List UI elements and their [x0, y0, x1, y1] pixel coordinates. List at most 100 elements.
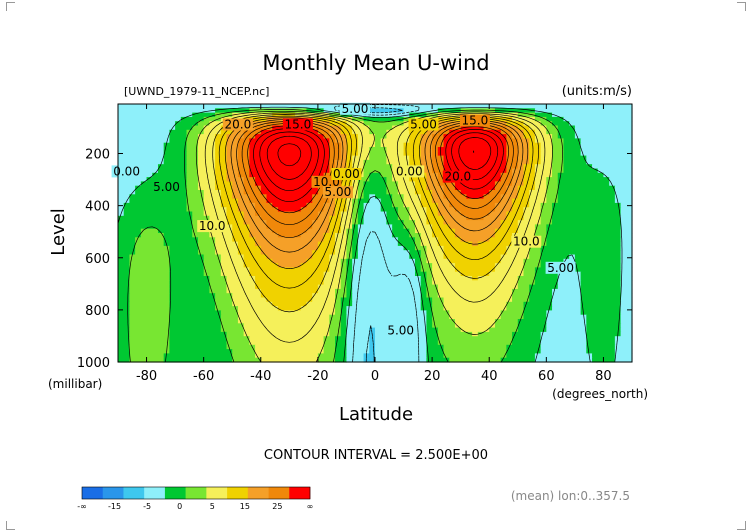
contour-fill-cell: [506, 142, 519, 148]
contour-fill-cell: [557, 276, 582, 281]
contour-fill-cell: [203, 190, 222, 195]
contour-fill-cell: [346, 121, 365, 127]
contour-fill-cell: [529, 151, 542, 157]
contour-fill-cell: [203, 271, 222, 277]
contour-fill-cell: [335, 336, 348, 342]
contour-fill-cell: [563, 159, 587, 165]
colorbar-swatch: [144, 487, 166, 499]
contour-fill-cell: [249, 233, 279, 238]
contour-fill-cell: [340, 306, 348, 311]
contour-fill-cell: [443, 142, 507, 148]
contour-fill-cell: [226, 344, 256, 350]
contour-fill-cell: [552, 134, 559, 139]
contour-fill-cell: [443, 220, 502, 225]
contour-label: 5.00: [325, 185, 352, 199]
contour-fill-cell: [157, 168, 188, 174]
contour-fill-cell: [420, 297, 433, 303]
contour-fill-cell: [237, 172, 250, 178]
contour-fill-cell: [437, 331, 473, 337]
contour-fill-cell: [620, 224, 633, 230]
contour-fill-cell: [346, 142, 359, 148]
contour-fill-cell: [118, 319, 131, 324]
contour-fill-cell: [352, 245, 359, 251]
contour-fill-cell: [449, 357, 502, 363]
contour-label: 0.00: [396, 164, 423, 178]
file-label: [UWND_1979-11_NCEP.nc]: [124, 85, 269, 98]
contour-fill-cell: [169, 288, 210, 294]
contour-fill-cell: [557, 284, 582, 290]
contour-fill-cell: [569, 254, 576, 260]
contour-fill-cell: [169, 129, 188, 135]
contour-fill-cell: [620, 284, 633, 290]
contour-fill-cell: [552, 138, 565, 144]
contour-fill-cell: [243, 185, 262, 191]
contour-fill-cell: [346, 258, 353, 264]
contour-fill-cell: [620, 276, 633, 281]
contour-fill-cell: [129, 336, 170, 342]
contour-fill-cell: [409, 233, 422, 238]
contour-labels: 5.00 20.0 15.0 5.00 15.0 0.00 5.00 10.0 10.0 5.00…: [111, 102, 576, 337]
contour-fill-cell: [346, 263, 353, 268]
contour-fill-cell: [369, 177, 388, 182]
contour-fill-cell: [534, 271, 559, 277]
contour-fill-cell: [352, 301, 422, 307]
contour-fill-cell: [260, 288, 319, 294]
contour-fill-cell: [118, 276, 131, 281]
contour-fill-cell: [352, 297, 422, 303]
contour-fill-cell: [220, 319, 239, 324]
contour-fill-cell: [454, 263, 496, 268]
contour-fill-cell: [586, 323, 622, 329]
contour-fill-cell: [375, 344, 427, 350]
contour-fill-cell: [249, 340, 325, 346]
contour-fill-cell: [517, 194, 530, 200]
contour-fill-cell: [323, 233, 336, 238]
contour-fill-cell: [517, 327, 547, 333]
contour-fill-cell: [163, 142, 188, 148]
contour-fill-cell: [335, 207, 348, 213]
contour-fill-cell: [414, 271, 427, 277]
contour-fill-cell: [175, 125, 193, 131]
contour-fill-cell: [197, 177, 216, 182]
contour-fill-cell: [620, 271, 633, 277]
contour-fill-cell: [346, 340, 370, 346]
contour-fill-cell: [512, 168, 525, 174]
contour-fill-cell: [432, 306, 445, 311]
contour-fill-cell: [118, 116, 182, 122]
contour-fill-cell: [363, 159, 388, 165]
contour-fill-cell: [260, 215, 319, 221]
contour-fill-cell: [614, 185, 633, 191]
contour-fill-cell: [443, 194, 467, 200]
contour-fill-cell: [357, 177, 370, 182]
contour-fill-cell: [546, 314, 587, 320]
colorbar-swatch: [247, 487, 269, 499]
contour-fill-cell: [312, 250, 336, 256]
contour-fill-cell: [215, 164, 228, 170]
contour-fill-cell: [163, 237, 199, 243]
contour-fill-cell: [580, 271, 622, 277]
contour-fill-cell: [226, 207, 239, 213]
chart-title: Monthly Mean U-wind: [262, 51, 489, 75]
contour-fill-cell: [317, 357, 336, 363]
contour-fill-cell: [220, 129, 233, 135]
contour-fill-cell: [586, 155, 633, 161]
contour-fill-cell: [534, 112, 553, 118]
colorbar-tick-label: 0: [177, 502, 182, 511]
contour-fill-cell: [443, 185, 456, 191]
y-tick-label: 400: [85, 200, 110, 215]
contour-fill-cell: [363, 164, 393, 170]
contour-fill-cell: [414, 245, 427, 251]
contour-fill-cell: [563, 151, 582, 157]
contour-label-bg: [459, 114, 490, 127]
contour-fill-cell: [414, 241, 422, 247]
contour-fill-cell: [323, 207, 336, 213]
contour-fill-cell: [249, 147, 330, 152]
contour-fill-cell: [609, 177, 633, 182]
contour-fill-cell: [237, 138, 250, 144]
contour-fill-cell: [329, 220, 342, 225]
contour-fill-cell: [529, 147, 542, 152]
contour-fill-cell: [506, 250, 530, 256]
contour-fill-cell: [357, 147, 370, 152]
contour-fill-cell: [317, 129, 330, 135]
contour-fill-cell: [340, 327, 348, 333]
contour-fill-cell: [243, 263, 279, 268]
